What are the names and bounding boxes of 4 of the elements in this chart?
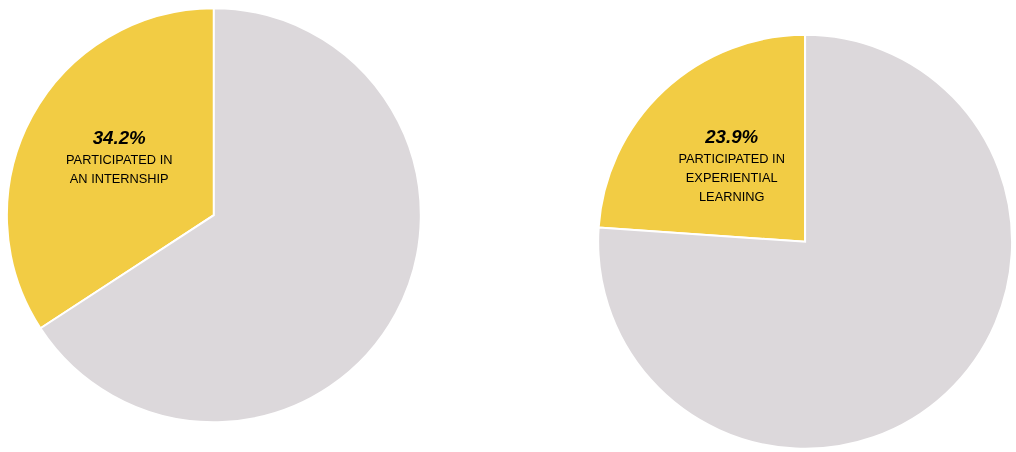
slice-label: PARTICIPATED IN EXPERIENTIAL LEARNING (678, 151, 785, 204)
slice-label: PARTICIPATED IN AN INTERNSHIP (66, 151, 173, 186)
data-label: 34.2% (92, 127, 147, 149)
data-label: 23.9% (704, 126, 759, 148)
